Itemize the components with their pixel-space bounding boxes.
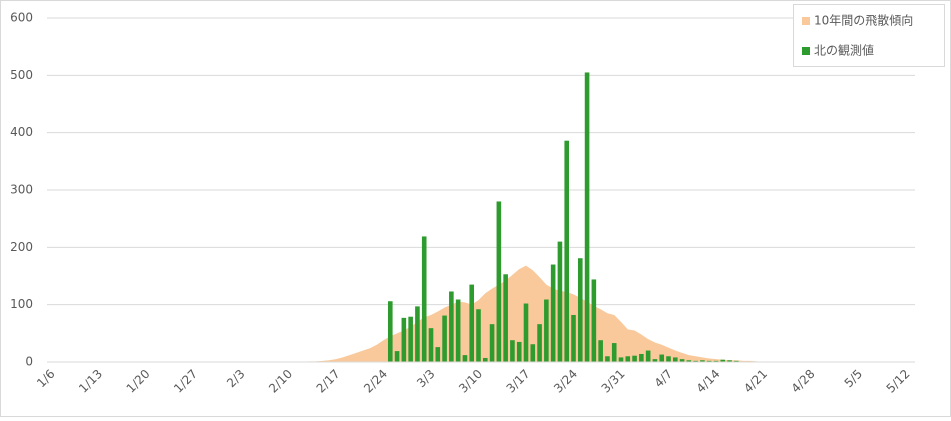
bar — [598, 340, 603, 362]
bar — [482, 357, 488, 362]
bar — [462, 355, 468, 362]
bar — [408, 316, 413, 362]
y-tick-label: 200 — [10, 240, 33, 254]
legend-label: 10年間の飛散傾向 — [814, 13, 913, 28]
bar — [666, 356, 671, 362]
bar — [713, 360, 719, 362]
y-tick-label: 400 — [10, 125, 33, 139]
legend-swatch — [802, 47, 810, 55]
bar — [489, 324, 495, 362]
bar — [476, 309, 481, 362]
bar — [605, 356, 610, 362]
marks — [51, 72, 906, 362]
y-tick-label: 600 — [10, 11, 33, 25]
legend-box — [793, 4, 945, 67]
bar — [421, 236, 427, 362]
bar — [469, 284, 475, 362]
legend-label: 北の観測値 — [814, 43, 874, 58]
y-tick-label: 100 — [10, 297, 33, 311]
bar — [544, 299, 549, 362]
bar — [672, 357, 678, 362]
bar — [394, 351, 400, 362]
bar — [720, 359, 726, 362]
bar — [577, 258, 583, 362]
bar — [435, 347, 441, 362]
bar — [415, 306, 420, 362]
bar — [686, 360, 692, 362]
bar — [537, 324, 542, 362]
bar — [496, 201, 502, 362]
bar — [387, 301, 393, 362]
y-tick-label: 300 — [10, 183, 33, 197]
bar — [564, 140, 570, 362]
bar — [523, 303, 529, 362]
bar — [510, 340, 515, 362]
bar — [442, 315, 447, 362]
bar — [645, 350, 651, 362]
bar — [693, 360, 698, 362]
bar — [571, 314, 576, 362]
bar — [625, 356, 631, 362]
bar — [659, 354, 665, 362]
bar — [503, 274, 508, 362]
bar — [679, 359, 685, 362]
bar — [550, 264, 556, 362]
legend-swatch — [802, 17, 810, 25]
bar — [516, 341, 522, 362]
bar — [734, 360, 739, 362]
bar — [632, 355, 637, 362]
bar — [584, 72, 590, 362]
bar — [706, 360, 712, 362]
bar — [618, 357, 624, 362]
bar — [530, 344, 536, 362]
y-tick-label: 500 — [10, 68, 33, 82]
bar — [591, 279, 597, 362]
bar — [449, 291, 454, 362]
bar — [727, 360, 732, 362]
bar — [557, 241, 563, 362]
bar — [639, 353, 644, 362]
bar — [611, 343, 617, 362]
bar — [455, 299, 461, 362]
bar — [700, 360, 705, 362]
y-tick-label: 0 — [25, 355, 33, 369]
bar — [428, 328, 434, 362]
bar — [401, 317, 407, 362]
bar — [652, 359, 658, 362]
